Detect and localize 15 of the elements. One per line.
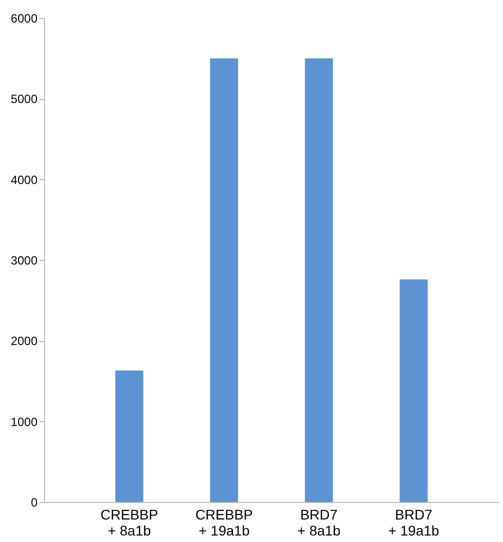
y-tick-label: 1000 [10, 414, 38, 429]
bar [304, 58, 333, 502]
y-tick-label: 3000 [10, 254, 38, 268]
x-tick-label: CREBBP + 8a1b [100, 506, 158, 538]
y-tick-label: 4000 [10, 172, 38, 187]
bar [115, 370, 144, 502]
x-tick-label: CREBBP + 19a1b [195, 506, 253, 538]
y-tick-label: 2000 [10, 334, 38, 348]
y-tick-label: 5000 [10, 92, 38, 106]
y-tick-label: 6000 [10, 12, 38, 26]
x-tick-label: BRD7 + 19a1b [388, 506, 440, 538]
x-tick-label: BRD7 + 8a1b [297, 506, 341, 538]
bar [400, 279, 428, 502]
bar [210, 58, 238, 502]
y-tick-label: 0 [30, 496, 38, 510]
